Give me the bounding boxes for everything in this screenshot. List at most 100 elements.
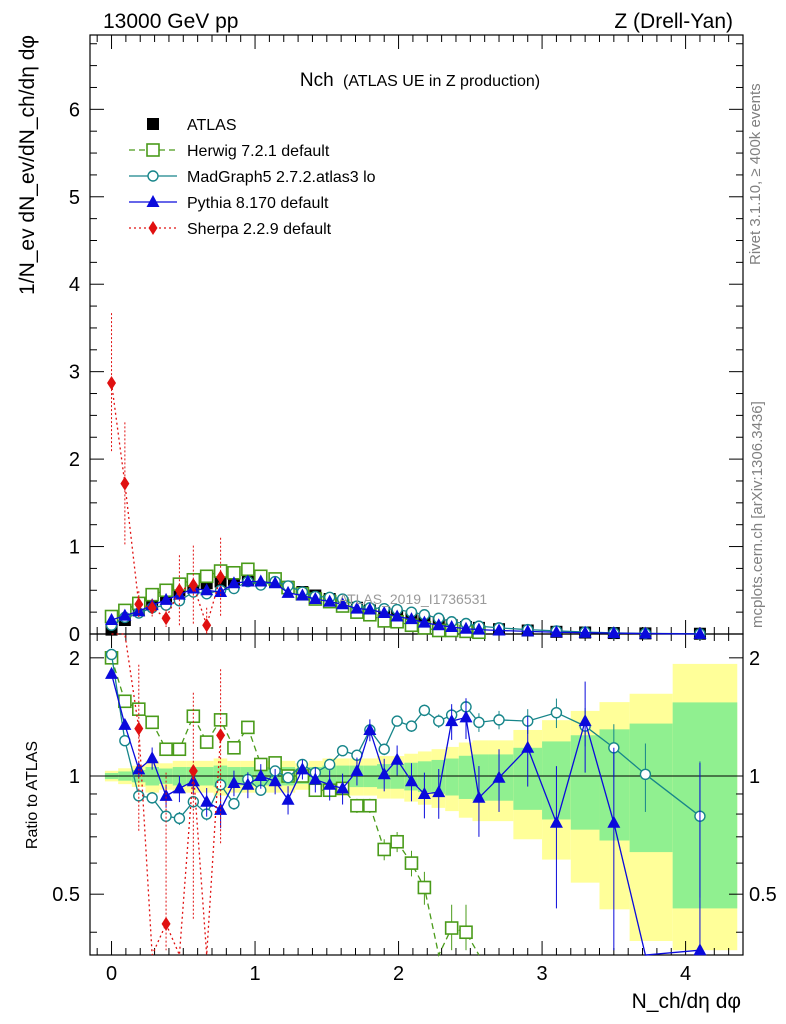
ratio-series-3 <box>105 666 707 956</box>
data-point <box>445 620 459 633</box>
legend: ATLAS Herwig 7.2.1 default MadGraph5 2.7.2… <box>129 117 376 238</box>
legend-marker <box>146 195 160 207</box>
x-tick-label: 2 <box>393 963 404 985</box>
ratio-line <box>110 657 480 958</box>
ratio-point <box>241 777 255 790</box>
ratio-point <box>281 792 295 805</box>
legend-entry: MadGraph5 2.7.2.atlas3 lo <box>129 169 376 186</box>
ratio-point <box>200 794 214 807</box>
y-tick-label: 1 <box>69 537 80 559</box>
ratio-point <box>405 720 418 732</box>
plot-title-sub: (ATLAS UE in Z production) <box>343 73 540 90</box>
ratio-point <box>323 758 336 771</box>
ratio-point <box>390 834 404 849</box>
y-tick-label: 2 <box>69 449 80 471</box>
data-point <box>390 609 404 622</box>
ratio-point <box>214 802 228 815</box>
ratio-tick-label-left: 2 <box>69 648 80 670</box>
ratio-point <box>105 648 118 661</box>
header-right: Z (Drell-Yan) <box>614 10 733 33</box>
ratio-point <box>377 767 391 780</box>
ratio-point <box>417 880 432 895</box>
data-point <box>188 578 198 593</box>
ratio-point <box>145 751 159 764</box>
y-tick-label: 0 <box>69 624 80 646</box>
data-point <box>459 621 473 634</box>
ratio-point <box>227 740 241 755</box>
data-point <box>336 597 350 610</box>
ratio-point <box>132 762 146 775</box>
x-axis-title: N_ch/dη dφ <box>632 990 741 1013</box>
data-point <box>521 624 535 637</box>
plot-title: Nch (ATLAS UE in Z production) <box>300 70 540 91</box>
legend-entry: Herwig 7.2.1 default <box>129 143 330 160</box>
series-3 <box>105 574 707 639</box>
ratio-point <box>390 752 404 765</box>
ratio-point <box>473 716 485 729</box>
legend-label: Pythia 8.170 default <box>187 195 329 212</box>
ratio-point <box>199 735 214 749</box>
ratio-point <box>146 792 158 804</box>
ratio-point <box>433 715 445 727</box>
y-tick-label: 3 <box>69 362 80 384</box>
ratio-tick-label-right: 2 <box>749 648 760 670</box>
legend-entry: Sherpa 2.2.9 default <box>129 221 332 238</box>
data-point <box>363 602 377 615</box>
ratio-point <box>118 694 132 709</box>
data-point <box>638 626 652 639</box>
rivet-label: Rivet 3.1.10, ≥ 400k events <box>747 83 764 265</box>
legend-marker <box>148 221 158 235</box>
ratio-point <box>336 781 350 794</box>
ratio-line <box>111 633 222 956</box>
ratio-point <box>377 842 392 857</box>
ratio-point <box>105 666 119 679</box>
data-point <box>404 612 418 625</box>
ratio-point <box>295 762 309 775</box>
ratio-point <box>228 798 240 810</box>
ratio-point <box>227 775 241 788</box>
y-tick-label: 4 <box>69 274 80 296</box>
ratio-point <box>521 740 535 753</box>
band-green <box>629 723 673 853</box>
ratio-series-4 <box>111 633 226 956</box>
ratio-point <box>134 721 144 736</box>
ratio-point <box>378 743 390 755</box>
data-point <box>199 569 214 584</box>
x-tick-label: 4 <box>680 963 691 985</box>
axis-labels: 0 1 2 3 4 0 1 2 3 4 5 6 0.5 0.5 1 1 2 2 N_ch/dη dφ 1/N_ev d… <box>16 35 777 1013</box>
ratio-point <box>161 916 171 931</box>
ratio-point <box>549 815 563 828</box>
data-point <box>472 622 486 635</box>
legend-marker <box>147 170 159 182</box>
series-4 <box>107 313 226 634</box>
ratio-point <box>241 720 255 735</box>
ratio-tick-label-left: 0.5 <box>52 884 80 906</box>
ratio-frame <box>89 633 744 956</box>
ratio-point <box>578 714 592 727</box>
ratio-point <box>404 774 418 787</box>
ratio-point <box>459 925 473 940</box>
ratio-point <box>282 772 294 784</box>
ratio-point <box>323 777 337 790</box>
data-point <box>268 576 282 589</box>
y-tick-label: 6 <box>69 99 80 121</box>
plot-frames <box>89 34 744 956</box>
ratio-point <box>693 943 707 956</box>
data-point <box>241 562 255 577</box>
band-green <box>672 702 738 909</box>
ratio-point <box>493 714 505 726</box>
ratio-point <box>186 774 200 787</box>
data-point <box>174 583 184 598</box>
ratio-point <box>492 770 506 783</box>
ratio-point <box>350 798 364 813</box>
header-left: 13000 GeV pp <box>103 10 238 33</box>
ratio-point <box>159 788 173 801</box>
band-green <box>472 754 489 801</box>
data-point <box>492 623 506 636</box>
data-point <box>549 625 563 638</box>
ratio-point <box>268 774 282 787</box>
ratio-point <box>639 768 652 781</box>
ratio-point <box>172 742 187 757</box>
legend-marker <box>146 143 160 157</box>
data-point <box>241 574 255 587</box>
